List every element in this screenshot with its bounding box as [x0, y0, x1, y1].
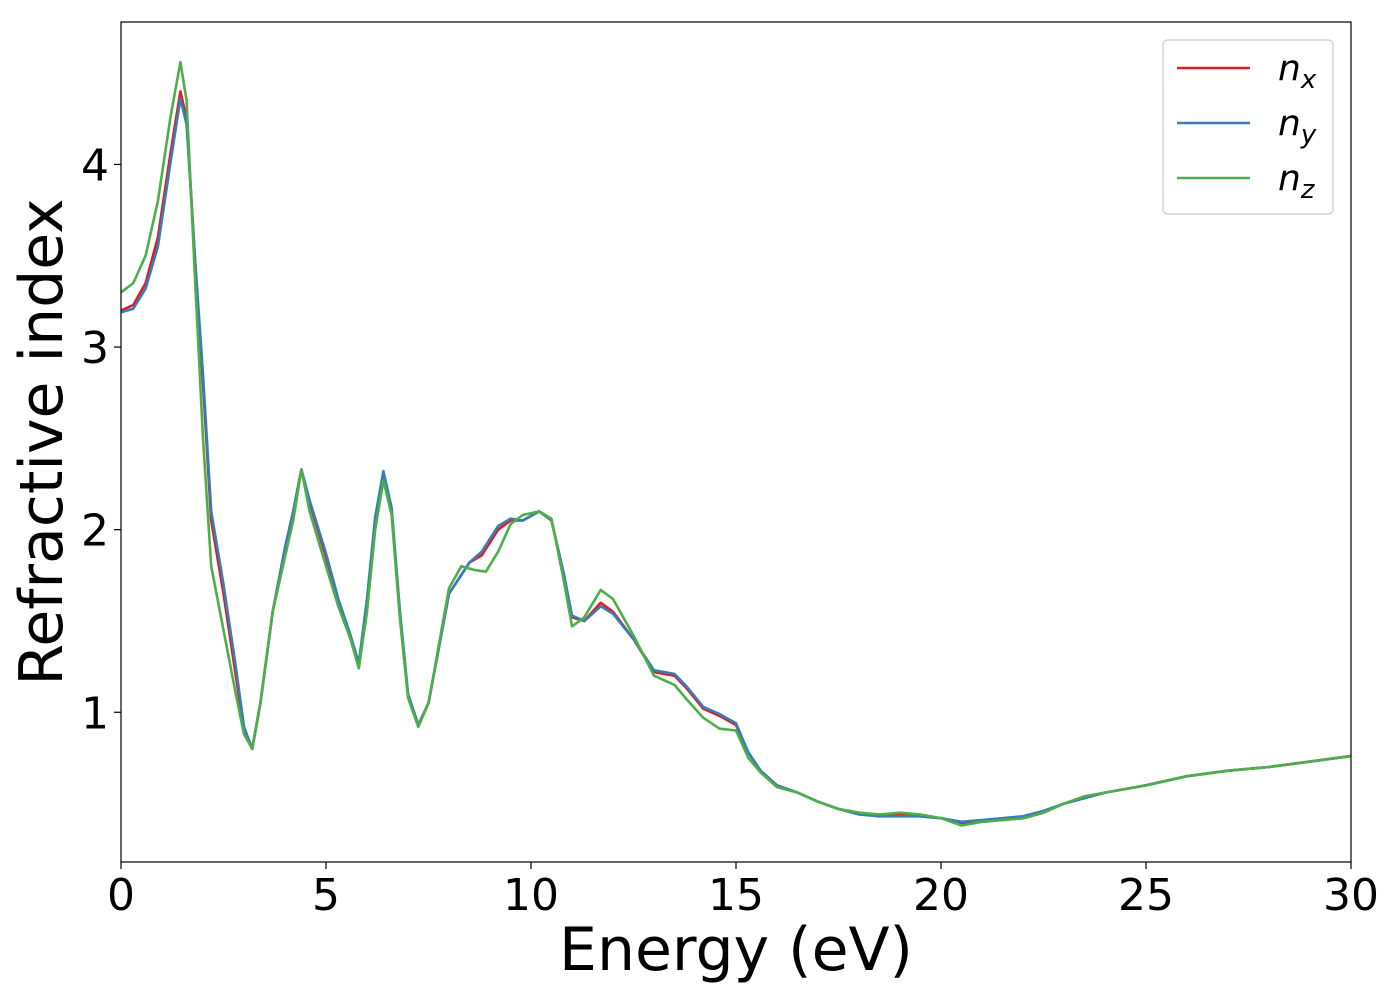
x-tick-label: 20: [913, 870, 969, 921]
x-tick-label: 0: [107, 870, 135, 921]
y-tick-label: 2: [81, 506, 109, 557]
y-axis-label: Refractive index: [7, 198, 77, 685]
x-tick-label: 10: [503, 870, 559, 921]
y-tick-label: 4: [81, 140, 109, 191]
y-axis-ticks: 1 2 3 4: [81, 140, 121, 739]
legend-label-subscript: z: [1300, 175, 1316, 205]
legend-label-subscript: x: [1300, 65, 1317, 95]
legend-label-main: n: [1278, 48, 1301, 89]
x-tick-label: 5: [312, 870, 340, 921]
legend-label-main: n: [1278, 103, 1301, 144]
legend-label-subscript: y: [1300, 120, 1317, 150]
legend-box: [1162, 39, 1334, 215]
legend-label-main: n: [1278, 158, 1301, 199]
x-tick-label: 25: [1118, 870, 1174, 921]
series-layer: [120, 60, 1352, 827]
legend-label-x: nx: [1278, 48, 1317, 95]
x-tick-label: 30: [1323, 870, 1379, 921]
series-line-z: [120, 60, 1352, 827]
y-tick-label: 1: [81, 688, 109, 739]
x-axis-ticks: 0 5 10 15 20 25 30: [107, 862, 1379, 921]
x-tick-label: 15: [708, 870, 764, 921]
y-tick-label: 3: [81, 323, 109, 374]
legend-label-z: nz: [1278, 158, 1316, 205]
legend-label-y: ny: [1278, 103, 1317, 150]
x-axis-label: Energy (eV): [559, 915, 913, 985]
